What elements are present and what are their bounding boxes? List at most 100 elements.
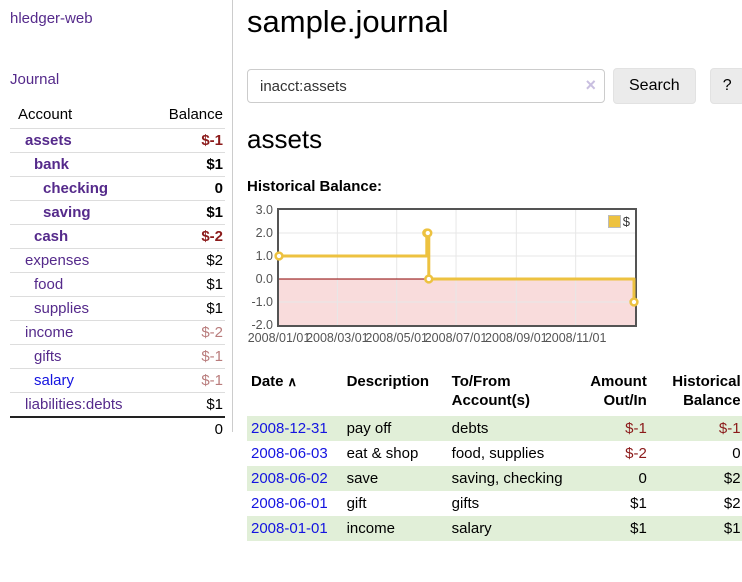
transaction-description: eat & shop [346, 445, 419, 462]
transaction-date: 2008-06-01 [247, 491, 343, 516]
column-header-date[interactable]: Date ∧ [251, 373, 298, 390]
transaction-row: 2008-06-01 gift gifts $1 $2 [247, 491, 742, 516]
legend: $ [607, 214, 630, 229]
transaction-description: save [346, 470, 379, 487]
historical-balance-chart: $ 3.0 2.0 1.0 0.0 -1.0 -2.0 2008/01/01 2008/03/… [247, 203, 647, 348]
transaction-accounts: salary [451, 520, 492, 537]
balance-chart-plot: $ [274, 208, 639, 327]
transaction-date: 2008-06-03 [247, 441, 343, 466]
search-input[interactable] [247, 69, 605, 103]
transaction-amount: $1 [630, 495, 647, 512]
y-axis-label: -2.0 [251, 318, 273, 332]
account-balance: $1 [153, 296, 225, 321]
x-axis-label: 2008/01/01 [247, 331, 311, 345]
account-row: assets $-1 [10, 128, 225, 153]
transaction-date-link[interactable]: 2008-01-01 [251, 520, 328, 537]
legend-label: $ [622, 214, 630, 229]
account-balance: $1 [153, 200, 225, 225]
transaction-amount: $1 [630, 520, 647, 537]
account-link[interactable]: supplies [34, 300, 90, 317]
x-axis-label: 2008/03/01 [306, 331, 369, 345]
transaction-row: 2008-06-03 eat & shop food, supplies $-2 0 [247, 441, 742, 466]
column-header-desc: Description [346, 373, 430, 390]
account-link[interactable]: assets [25, 132, 72, 149]
chart-label: Historical Balance: [247, 178, 383, 195]
account-link[interactable]: expenses [25, 252, 90, 269]
transaction-balance: $2 [723, 495, 741, 512]
transaction-date-link[interactable]: 2008-06-02 [251, 470, 328, 487]
transaction-date-link[interactable]: 2008-12-31 [251, 420, 328, 437]
transaction-date: 2008-01-01 [247, 516, 343, 541]
sidebar-item-journal[interactable]: Journal [10, 71, 60, 88]
transaction-balance: $-1 [718, 420, 741, 437]
account-balance: $1 [153, 392, 225, 417]
account-link[interactable]: saving [43, 204, 91, 221]
x-axis-label: 2008/11/01 [544, 331, 607, 345]
account-link[interactable]: cash [34, 228, 69, 245]
search-box: × [247, 69, 605, 103]
x-axis-label: 2008/07/01 [424, 331, 488, 345]
clear-search-icon[interactable]: × [585, 75, 596, 95]
account-link[interactable]: income [25, 324, 74, 341]
transaction-accounts: saving, checking [451, 470, 563, 487]
transaction-balance: $1 [723, 520, 741, 537]
transaction-amount: 0 [638, 470, 647, 487]
x-axis-label: 2008/05/01 [365, 331, 428, 345]
account-link[interactable]: food [34, 276, 64, 293]
transaction-amount: $-1 [625, 420, 647, 437]
accounts-header-account: Account [18, 106, 73, 123]
account-balance: $-1 [153, 368, 225, 393]
help-button[interactable]: ? [709, 68, 742, 104]
account-balance: $1 [153, 152, 225, 177]
account-balance: $-2 [153, 224, 225, 249]
column-header-accts: To/From Account(s) [451, 373, 531, 409]
page-title: sample.journal [247, 4, 449, 39]
transaction-row: 2008-06-02 save saving, checking 0 $2 [247, 466, 742, 491]
transaction-description: pay off [346, 420, 392, 437]
account-row: food $1 [10, 272, 225, 297]
account-link[interactable]: bank [34, 156, 70, 173]
transaction-description: income [346, 520, 395, 537]
column-header-amt: Amount Out/In [590, 373, 647, 409]
search-row: × Search ? [247, 68, 742, 104]
y-axis-label: 0.0 [255, 272, 273, 286]
transaction-balance: $2 [723, 470, 741, 487]
y-axis-label: 3.0 [255, 203, 273, 217]
legend-swatch [607, 215, 621, 228]
app-title-link[interactable]: hledger-web [10, 10, 93, 27]
app-window: hledger-web Journal Account Balance asse… [0, 0, 742, 541]
search-button[interactable]: Search [613, 68, 696, 104]
account-row: liabilities:debts $1 [10, 392, 225, 417]
transaction-accounts: food, supplies [451, 445, 545, 462]
accounts-total-row: 0 [10, 416, 225, 441]
column-header-bal: Historical Balance [672, 373, 741, 409]
transaction-description: gift [346, 495, 367, 512]
accounts-table: Account Balance assets $-1 bank $1 checking 0… [10, 102, 225, 441]
account-link[interactable]: gifts [34, 348, 62, 365]
account-link[interactable]: salary [34, 372, 75, 389]
y-axis-label: -1.0 [251, 295, 273, 309]
account-link[interactable]: liabilities:debts [25, 396, 123, 413]
transaction-date-link[interactable]: 2008-06-01 [251, 495, 328, 512]
accounts-tbody: assets $-1 bank $1 checking 0 saving $1 cash $-2 e… [10, 128, 225, 417]
sidebar: hledger-web Journal Account Balance asse… [0, 0, 233, 541]
account-row: bank $1 [10, 152, 225, 177]
transaction-row: 2008-12-31 pay off debts $-1 $-1 [247, 416, 742, 441]
account-balance: $-2 [153, 320, 225, 345]
account-row: income $-2 [10, 320, 225, 345]
account-row: salary $-1 [10, 368, 225, 393]
y-axis-label: 2.0 [255, 226, 273, 240]
transaction-date-link[interactable]: 2008-06-03 [251, 445, 328, 462]
transaction-balance: 0 [732, 445, 741, 462]
transaction-date: 2008-06-02 [247, 466, 343, 491]
y-axis-label: 1.0 [255, 249, 273, 263]
balance-chart-svg [274, 210, 639, 325]
account-row: checking 0 [10, 176, 225, 201]
account-heading: assets [247, 124, 323, 154]
account-row: gifts $-1 [10, 344, 225, 369]
transaction-date: 2008-12-31 [247, 416, 343, 441]
accounts-total-value: 0 [153, 416, 225, 441]
account-link[interactable]: checking [43, 180, 109, 197]
transaction-accounts: gifts [451, 495, 480, 512]
register-table: Date ∧ Description To/From Account(s) Amount… [247, 370, 742, 541]
